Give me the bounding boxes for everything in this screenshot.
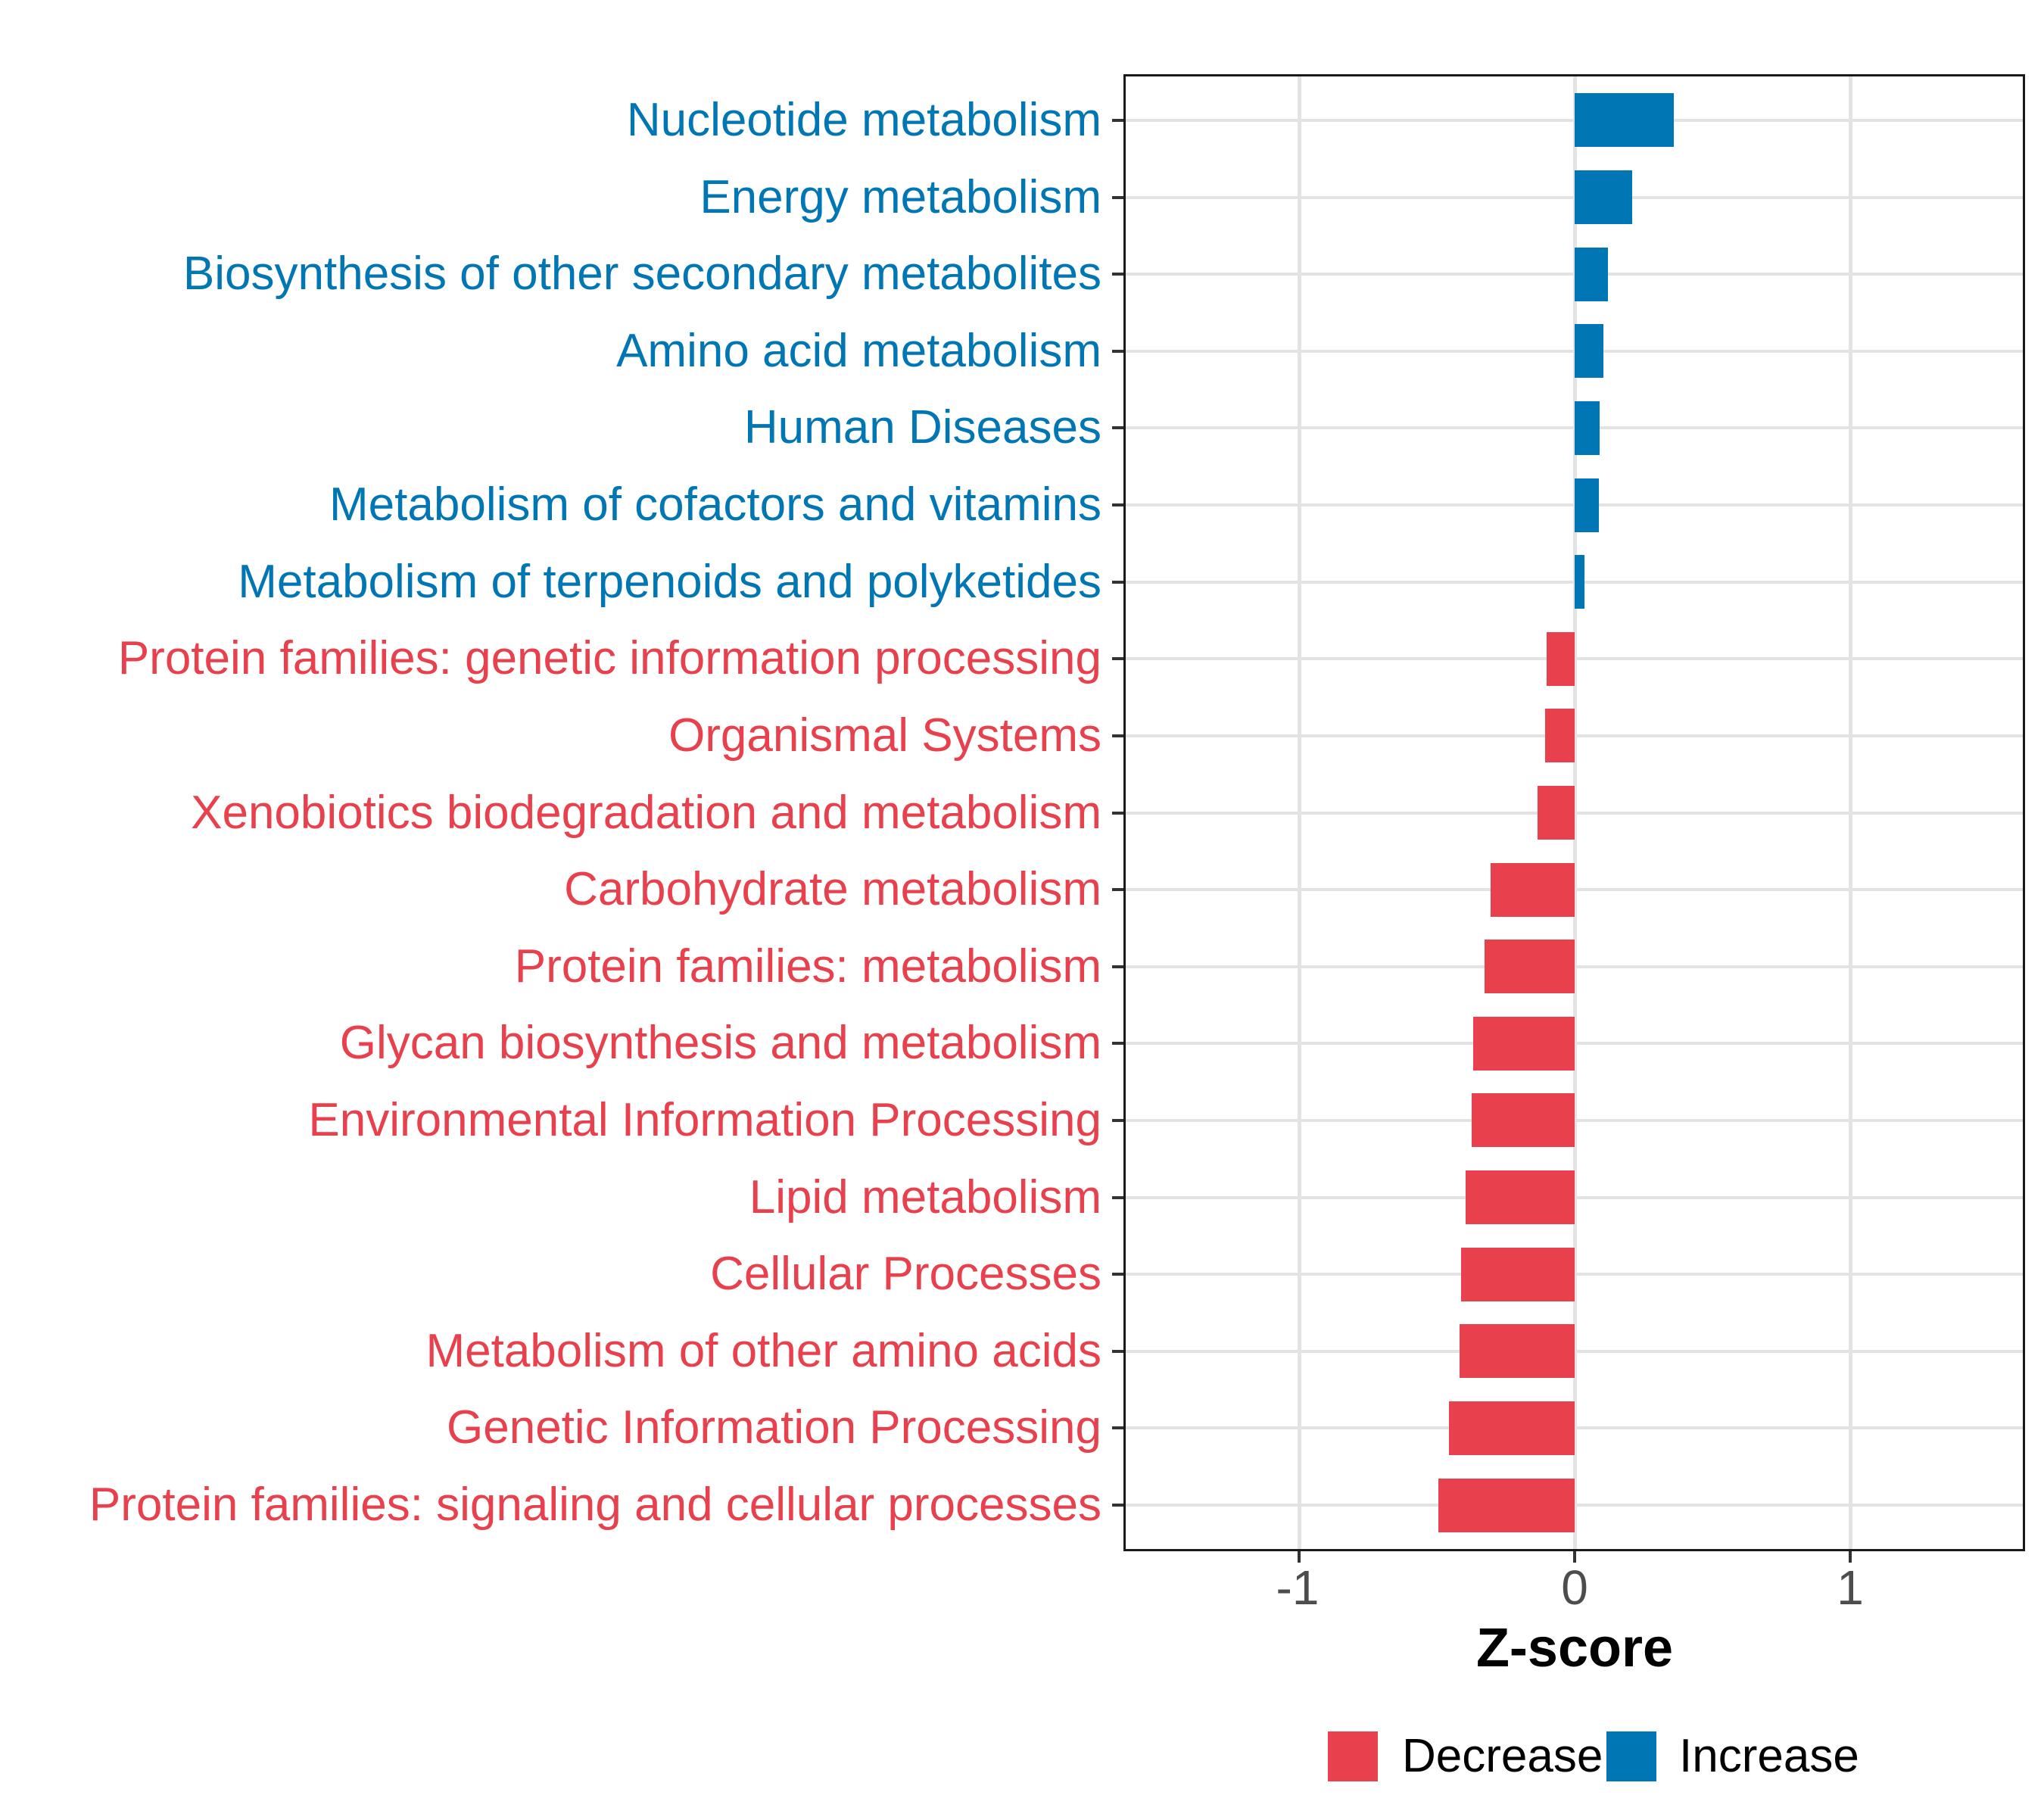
legend-key-increase [1606, 1731, 1656, 1781]
y-tick-mark [1112, 1042, 1123, 1046]
bar-increase [1575, 478, 1600, 532]
legend-label-increase: Increase [1679, 1730, 1859, 1782]
bar-decrease [1484, 940, 1575, 994]
bar-increase [1575, 400, 1600, 455]
y-tick-mark [1112, 811, 1123, 815]
y-tick-mark [1112, 118, 1123, 122]
gridline-x-0 [1572, 74, 1577, 1551]
x-tick-mark [1298, 1551, 1301, 1563]
bar-decrease [1449, 1401, 1575, 1455]
category-label: Metabolism of cofactors and vitamins [329, 478, 1101, 531]
category-label: Lipid metabolism [749, 1170, 1101, 1223]
y-tick-mark [1112, 349, 1123, 353]
x-axis-title: Z-score [1475, 1618, 1674, 1678]
y-tick-mark [1112, 503, 1123, 507]
y-tick-mark [1112, 1273, 1123, 1276]
bar-decrease [1537, 786, 1575, 840]
category-label: Glycan biosynthesis and metabolism [339, 1017, 1101, 1070]
category-label: Carbohydrate metabolism [564, 863, 1101, 916]
y-tick-mark [1112, 888, 1123, 892]
bar-increase [1575, 324, 1604, 379]
y-tick-mark [1112, 1349, 1123, 1353]
gridline-x--1 [1297, 74, 1301, 1551]
gridline-x-1 [1848, 74, 1852, 1551]
y-tick-mark [1112, 1504, 1123, 1507]
legend-key-decrease [1328, 1731, 1378, 1781]
bar-decrease [1473, 1016, 1575, 1071]
category-label: Nucleotide metabolism [626, 93, 1101, 146]
x-tick-label-neg1: -1 [1276, 1560, 1320, 1615]
x-tick-label-1: 1 [1837, 1560, 1864, 1615]
y-tick-mark [1112, 1118, 1123, 1122]
y-tick-mark [1112, 1426, 1123, 1430]
bar-decrease [1465, 1170, 1575, 1225]
y-tick-mark [1112, 965, 1123, 968]
x-tick-label-0: 0 [1561, 1560, 1588, 1615]
category-label: Protein families: metabolism [514, 940, 1101, 993]
bar-increase [1575, 170, 1633, 225]
bar-increase [1575, 555, 1585, 609]
category-label: Protein families: signaling and cellular… [89, 1479, 1101, 1532]
y-tick-mark [1112, 426, 1123, 430]
y-tick-mark [1112, 1195, 1123, 1199]
category-label: Biosynthesis of other secondary metaboli… [182, 248, 1101, 301]
category-label: Energy metabolism [700, 170, 1101, 223]
y-tick-mark [1112, 734, 1123, 737]
category-label: Genetic Information Processing [447, 1401, 1101, 1454]
bar-decrease [1544, 709, 1575, 763]
bar-decrease [1459, 1324, 1575, 1379]
y-tick-mark [1112, 580, 1123, 584]
category-label: Human Diseases [743, 401, 1101, 454]
bar-decrease [1471, 1093, 1575, 1148]
category-label: Protein families: genetic information pr… [117, 632, 1101, 685]
legend-label-decrease: Decrease [1402, 1730, 1603, 1782]
y-tick-mark [1112, 273, 1123, 276]
bar-decrease [1546, 631, 1575, 686]
bar-decrease [1490, 862, 1575, 917]
category-label: Organismal Systems [668, 709, 1101, 762]
bar-decrease [1461, 1247, 1575, 1301]
y-tick-mark [1112, 657, 1123, 661]
x-tick-mark [1849, 1551, 1852, 1563]
category-label: Metabolism of other amino acids [425, 1324, 1101, 1377]
bar-increase [1575, 247, 1608, 301]
category-label: Amino acid metabolism [616, 324, 1101, 377]
category-label: Metabolism of terpenoids and polyketides [238, 555, 1101, 608]
x-tick-mark [1573, 1551, 1576, 1563]
category-label: Environmental Information Processing [308, 1093, 1101, 1146]
bar-decrease [1438, 1478, 1575, 1532]
category-label: Xenobiotics biodegradation and metabolis… [191, 786, 1101, 839]
bar-increase [1575, 93, 1675, 148]
y-tick-mark [1112, 195, 1123, 199]
category-label: Cellular Processes [710, 1248, 1101, 1301]
